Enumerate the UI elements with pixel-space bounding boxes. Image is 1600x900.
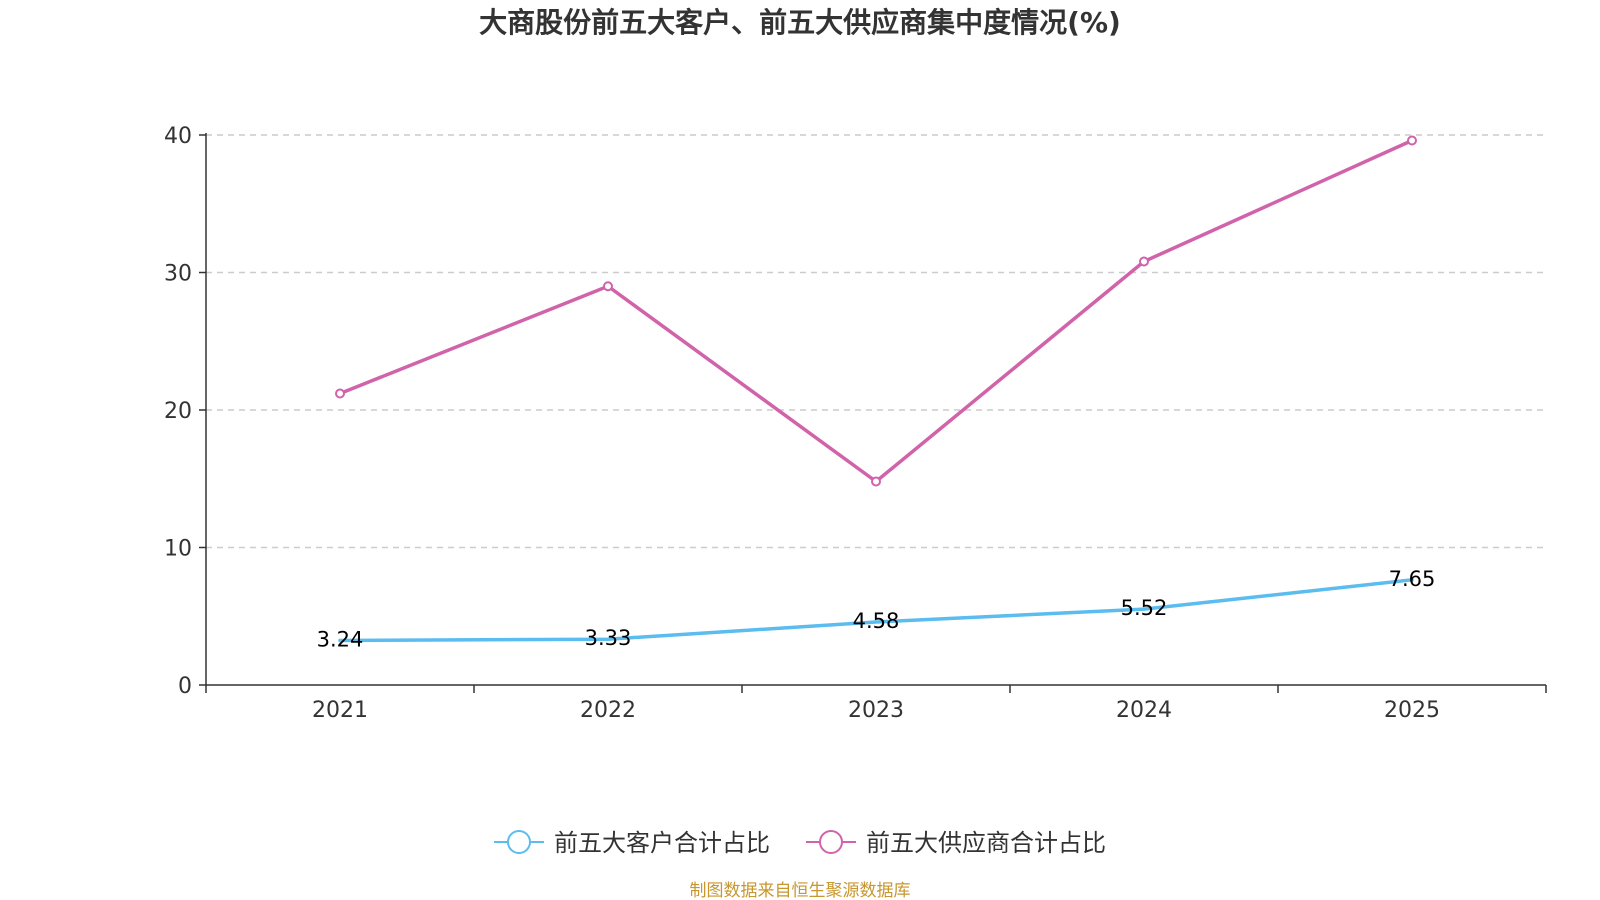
- y-tick-label: 30: [164, 262, 192, 287]
- legend-label: 前五大客户合计占比: [554, 829, 770, 857]
- legend-label: 前五大供应商合计占比: [866, 829, 1106, 857]
- y-tick-label: 20: [164, 399, 192, 424]
- legend-swatch-marker: [819, 830, 843, 854]
- data-labels: 3.24 3.33 4.58 5.52 7.65: [317, 567, 1436, 652]
- data-point: [871, 476, 881, 487]
- y-tick-label: 0: [178, 674, 192, 699]
- data-point: [1407, 135, 1417, 146]
- grid-lines: [206, 134, 1546, 549]
- data-label: 3.33: [585, 626, 632, 650]
- x-tick-label: 2023: [848, 698, 904, 723]
- y-tick-label: 10: [164, 537, 192, 562]
- data-point: [1139, 256, 1149, 267]
- source-note: 制图数据来自恒生聚源数据库: [690, 881, 911, 900]
- data-point: [335, 388, 345, 399]
- legend: 前五大客户合计占比 前五大供应商合计占比: [494, 829, 1106, 857]
- data-label: 7.65: [1389, 567, 1436, 591]
- axes: 0 10 20 30 40 2021 2022 2023 2024 2025: [164, 124, 1547, 723]
- series-line: [338, 578, 1414, 643]
- series-line: [338, 138, 1414, 484]
- legend-item: 前五大客户合计占比: [494, 829, 770, 857]
- x-tick-label: 2024: [1116, 698, 1172, 723]
- x-tick-label: 2025: [1384, 698, 1440, 723]
- data-label: 5.52: [1121, 596, 1168, 620]
- data-point: [603, 281, 613, 292]
- data-label: 4.58: [853, 609, 900, 633]
- series: [335, 135, 1417, 643]
- legend-swatch-marker: [507, 830, 531, 854]
- chart-title: 大商股份前五大客户、前五大供应商集中度情况(%): [479, 6, 1121, 39]
- legend-item: 前五大供应商合计占比: [806, 829, 1106, 857]
- x-tick-label: 2021: [312, 698, 368, 723]
- y-tick-label: 40: [164, 124, 192, 149]
- data-label: 3.24: [317, 627, 364, 651]
- x-tick-label: 2022: [580, 698, 636, 723]
